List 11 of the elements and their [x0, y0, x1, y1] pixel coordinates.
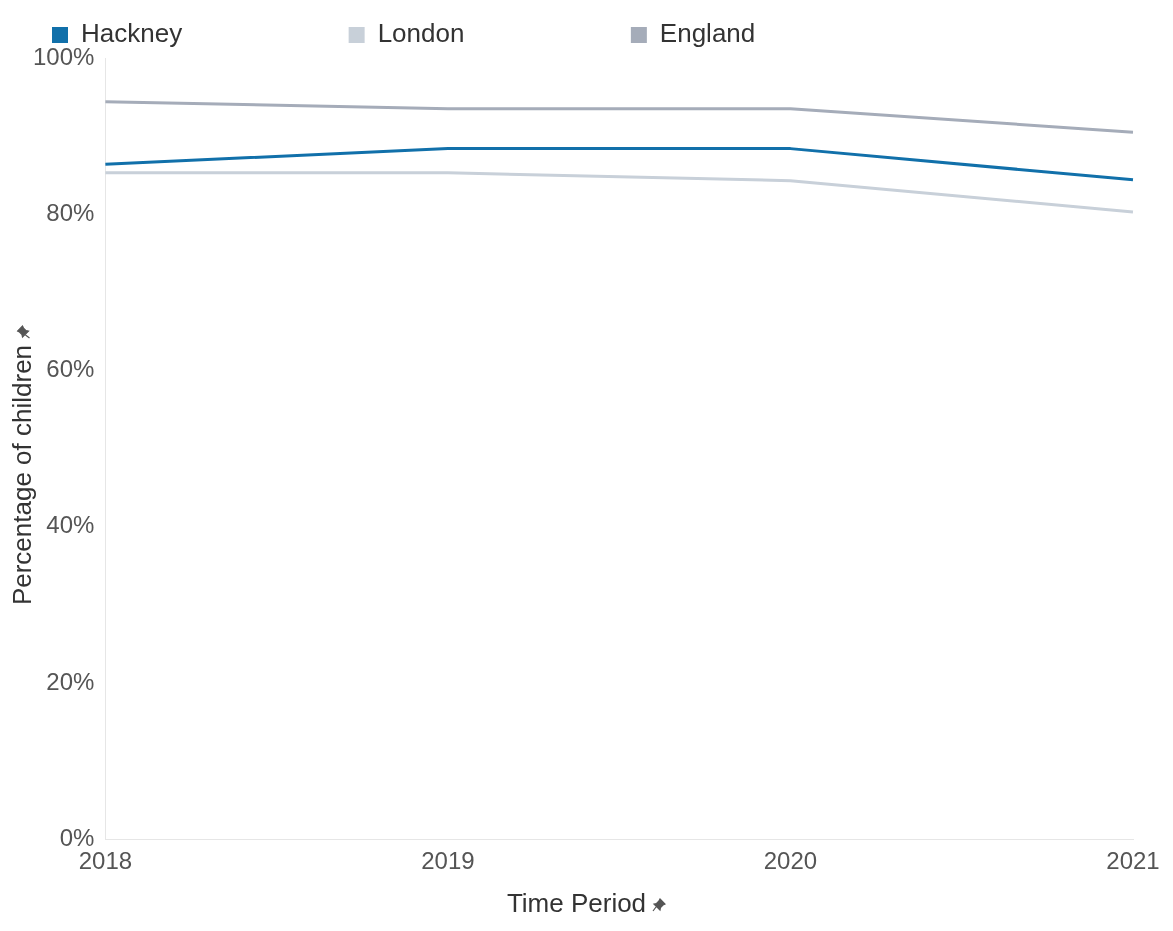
- x-tick-label: 2019: [421, 847, 475, 875]
- y-tick-label: 40%: [46, 511, 95, 539]
- legend-label: London: [377, 18, 609, 49]
- y-tick-label: 80%: [46, 198, 95, 226]
- x-axis-title: Time Period: [506, 888, 647, 918]
- legend-label: England: [659, 18, 900, 49]
- x-tick-label: 2021: [1106, 847, 1160, 875]
- y-tick-label: 60%: [46, 355, 95, 383]
- x-tick-label: 2020: [763, 847, 818, 875]
- y-axis-title: Percentage of children: [6, 344, 37, 606]
- y-tick-label: 20%: [46, 667, 95, 695]
